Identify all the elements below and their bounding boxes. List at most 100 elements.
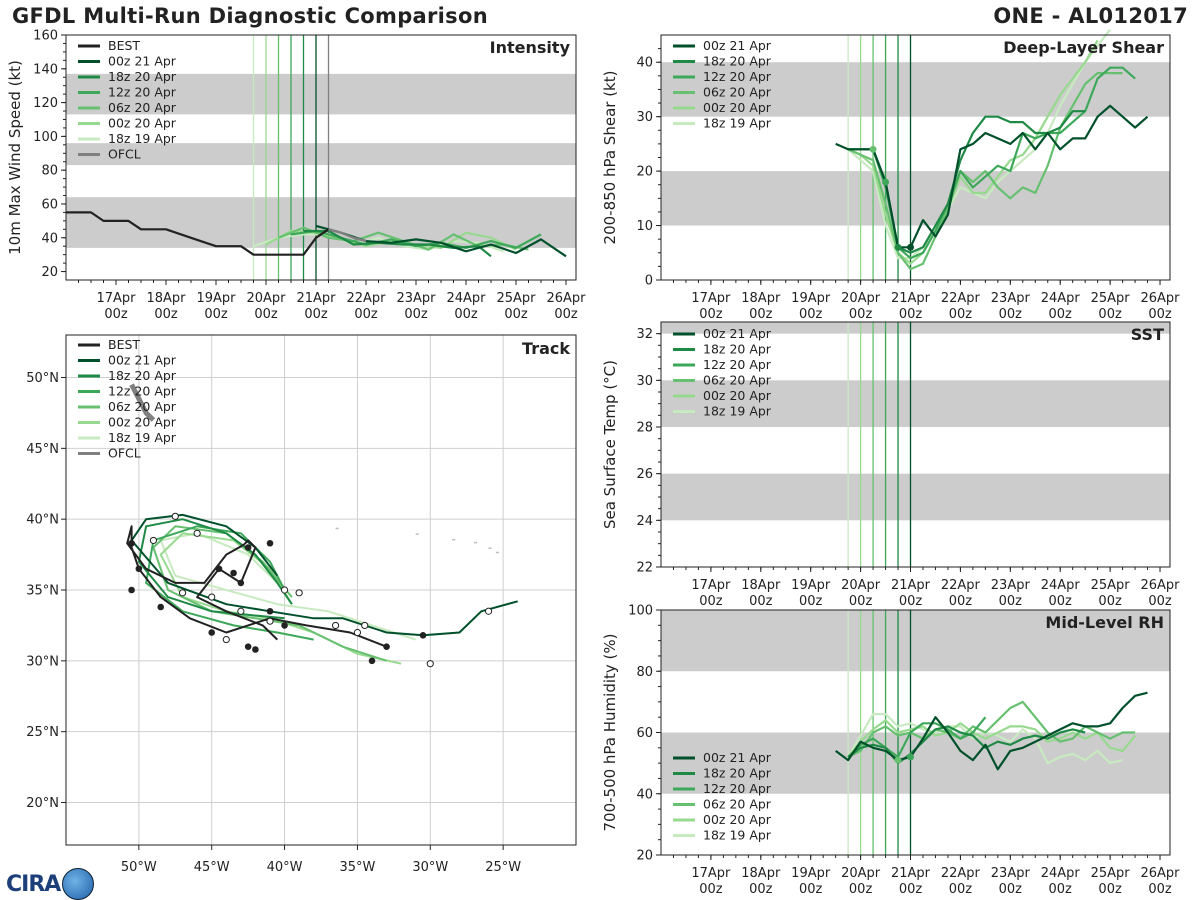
legend-label: OFCL — [108, 446, 141, 461]
x-tick-label: 20Apr — [841, 866, 881, 881]
x-tick-label: 17Apr — [691, 291, 731, 306]
x-tick-label: 00z — [849, 594, 873, 609]
x-tick-label: 00z — [1098, 882, 1122, 897]
track-point-filled — [128, 586, 135, 594]
y-tick-label: 32 — [636, 327, 653, 342]
globe-icon — [62, 868, 95, 900]
y-tick-label: 20 — [636, 165, 653, 180]
track-point-filled — [237, 579, 245, 587]
x-tick-label: 18Apr — [741, 291, 781, 306]
shaded-band — [66, 73, 576, 115]
track-point-open — [353, 628, 362, 637]
init-marker — [907, 753, 915, 761]
series-line — [835, 104, 1149, 249]
y-tick-label: 45°N — [26, 442, 59, 457]
series-line — [835, 691, 1148, 771]
legend-label: 18z 19 Apr — [703, 828, 772, 843]
track-point-filled — [215, 565, 223, 573]
x-tick-label: 00z — [949, 882, 973, 897]
y-tick-label: 40 — [636, 56, 653, 71]
x-tick-label: 26Apr — [1140, 866, 1180, 881]
track-point-open — [171, 512, 179, 520]
track-point-filled — [128, 539, 135, 547]
track-point-filled — [208, 629, 216, 636]
legend-label: 12z 20 Apr — [108, 85, 177, 100]
x-tick-label: 25Apr — [1091, 578, 1131, 593]
track-point-filled — [383, 643, 390, 650]
x-tick-label: 00z — [849, 882, 873, 897]
x-tick-label: 22Apr — [941, 578, 981, 593]
panel-title: Mid-Level RH — [1045, 613, 1164, 632]
y-tick-label: 160 — [33, 29, 58, 44]
series-line — [847, 39, 1099, 265]
y-axis-label: 10m Max Wind Speed (kt) — [6, 60, 24, 255]
legend-label: 18z 19 Apr — [703, 116, 772, 131]
legend-label: 18z 20 Apr — [108, 69, 177, 84]
x-tick-label: 00z — [949, 307, 973, 322]
shaded-band — [66, 197, 576, 248]
track-series-line — [137, 518, 293, 620]
y-tick-label: 20 — [636, 849, 653, 864]
x-tick-label: 20Apr — [841, 291, 881, 306]
x-tick-label: 24Apr — [446, 291, 486, 306]
panel-title: Track — [522, 339, 570, 358]
x-tick-label: 00z — [749, 594, 773, 609]
shaded-band — [661, 62, 1170, 117]
shear-panel: 01020304017Apr00z18Apr00z19Apr00z20Apr00… — [601, 28, 1180, 322]
x-tick-label: 24Apr — [1041, 866, 1081, 881]
x-tick-label: 00z — [354, 307, 378, 322]
track-point-open — [295, 589, 303, 597]
y-tick-label: 30 — [636, 110, 653, 125]
x-tick-label: 24Apr — [1041, 578, 1081, 593]
x-tick-label: 00z — [849, 307, 873, 322]
x-tick-label: 21Apr — [891, 291, 931, 306]
y-tick-label: 40 — [636, 787, 653, 802]
y-tick-label: 60 — [41, 197, 58, 212]
legend-label: 00z 20 Apr — [703, 388, 772, 403]
x-tick-label: 20Apr — [841, 578, 881, 593]
track-point-filled — [281, 622, 288, 629]
legend-label: OFCL — [108, 147, 141, 162]
shaded-band — [661, 380, 1170, 427]
island-mark — [488, 547, 492, 549]
x-tick-label: 19Apr — [791, 291, 831, 306]
x-tick-label: 21Apr — [891, 866, 931, 881]
track-series-line — [159, 532, 402, 665]
plot-frame — [65, 34, 577, 281]
x-tick-label: 00z — [1148, 594, 1172, 609]
island-mark — [335, 527, 339, 530]
track-point-open — [149, 536, 158, 545]
rh-panel: 2040608010017Apr00z18Apr00z19Apr00z20Apr… — [601, 604, 1180, 898]
y-tick-label: 100 — [628, 604, 653, 619]
track-point-filled — [419, 632, 427, 639]
x-tick-label: 23Apr — [991, 578, 1031, 593]
x-tick-label: 00z — [554, 307, 578, 322]
legend-label: 18z 19 Apr — [108, 131, 177, 146]
x-tick-label: 00z — [404, 307, 428, 322]
y-tick-label: 80 — [636, 665, 653, 680]
legend-label: 18z 19 Apr — [703, 404, 772, 419]
y-tick-label: 30 — [636, 374, 653, 389]
y-tick-label: 20 — [41, 265, 58, 280]
x-tick-label: 00z — [304, 307, 328, 322]
x-tick-label: 30°W — [412, 860, 448, 875]
legend-label: 12z 20 Apr — [108, 384, 177, 399]
x-tick-label: 00z — [949, 594, 973, 609]
legend-label: 18z 19 Apr — [108, 430, 177, 445]
x-tick-label: 00z — [999, 307, 1023, 322]
x-tick-label: 00z — [749, 307, 773, 322]
x-tick-label: 18Apr — [741, 866, 781, 881]
y-tick-label: 26 — [636, 467, 653, 482]
x-tick-label: 00z — [799, 594, 823, 609]
x-tick-label: 18Apr — [741, 578, 781, 593]
x-tick-label: 00z — [204, 307, 228, 322]
x-tick-label: 40°W — [267, 860, 303, 875]
legend-label: 18z 20 Apr — [703, 766, 772, 781]
y-tick-label: 140 — [33, 62, 58, 77]
cira-logo: CIRA — [6, 868, 95, 900]
track-point-filled — [135, 565, 143, 573]
init-marker — [894, 243, 902, 251]
track-point-open — [484, 607, 493, 615]
